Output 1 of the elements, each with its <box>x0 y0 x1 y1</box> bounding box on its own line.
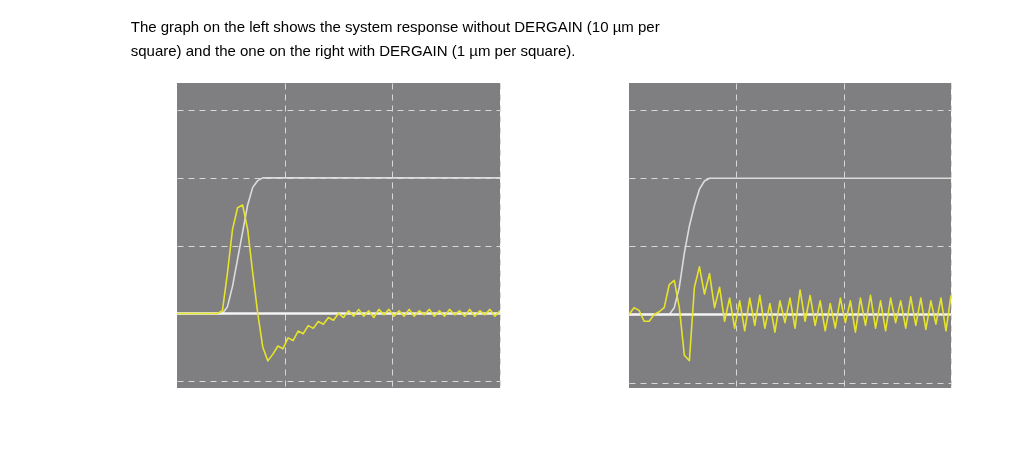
chart-title: The graph on the left shows the system response without DERGAIN (10 µm per square) and the one on the right with DERGAIN (1 µm per square). <box>130 18 660 59</box>
